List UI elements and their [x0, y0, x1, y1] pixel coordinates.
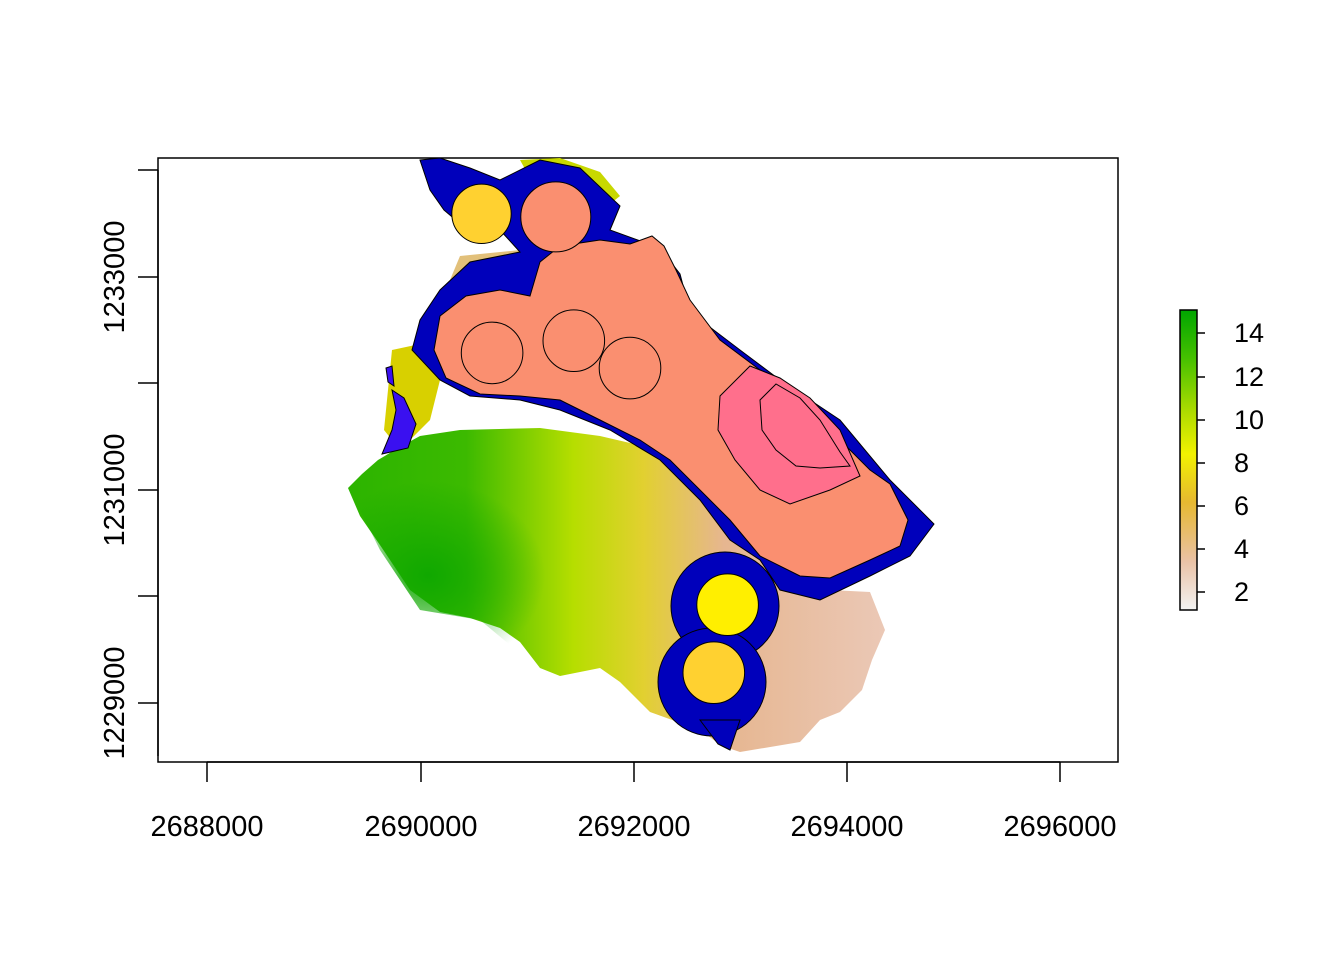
- legend-label: 14: [1234, 318, 1264, 348]
- x-tick-label: 2696000: [1004, 811, 1117, 843]
- x-axis: [206, 761, 1061, 782]
- legend-label: 8: [1234, 448, 1249, 478]
- x-tick-label: 2688000: [151, 811, 264, 843]
- y-tick-label: 1233000: [99, 221, 131, 334]
- legend-colorbar: [1179, 309, 1198, 611]
- y-tick-label: 1229000: [99, 647, 131, 760]
- y-axis: [138, 169, 159, 756]
- edge-patch: [381, 388, 417, 455]
- circle-center-1: [460, 321, 524, 385]
- circle-layer: [451, 181, 759, 705]
- edge-patch-top: [385, 365, 395, 388]
- legend-label: 10: [1234, 405, 1264, 435]
- legend-label: 4: [1234, 534, 1249, 564]
- legend-label: 6: [1234, 491, 1249, 521]
- circle-north: [520, 181, 592, 253]
- zone-core-outer: [717, 365, 861, 505]
- x-tick-label: 2694000: [791, 811, 904, 843]
- legend-label: 2: [1234, 577, 1249, 607]
- y-tick-label: 1231000: [99, 434, 131, 547]
- legend-ticks: [1197, 332, 1205, 593]
- x-tick-label: 2690000: [365, 811, 478, 843]
- buffer-south-tail: [699, 719, 741, 751]
- circle-center-3: [598, 336, 662, 400]
- circle-south-1: [696, 573, 759, 637]
- raster-green-core: [350, 460, 610, 670]
- legend-label: 12: [1234, 362, 1264, 392]
- x-tick-label: 2692000: [578, 811, 691, 843]
- circle-north-west: [451, 183, 512, 245]
- circle-south-2: [682, 641, 746, 705]
- zone-core-inner: [759, 383, 851, 469]
- circle-center-2: [542, 309, 606, 373]
